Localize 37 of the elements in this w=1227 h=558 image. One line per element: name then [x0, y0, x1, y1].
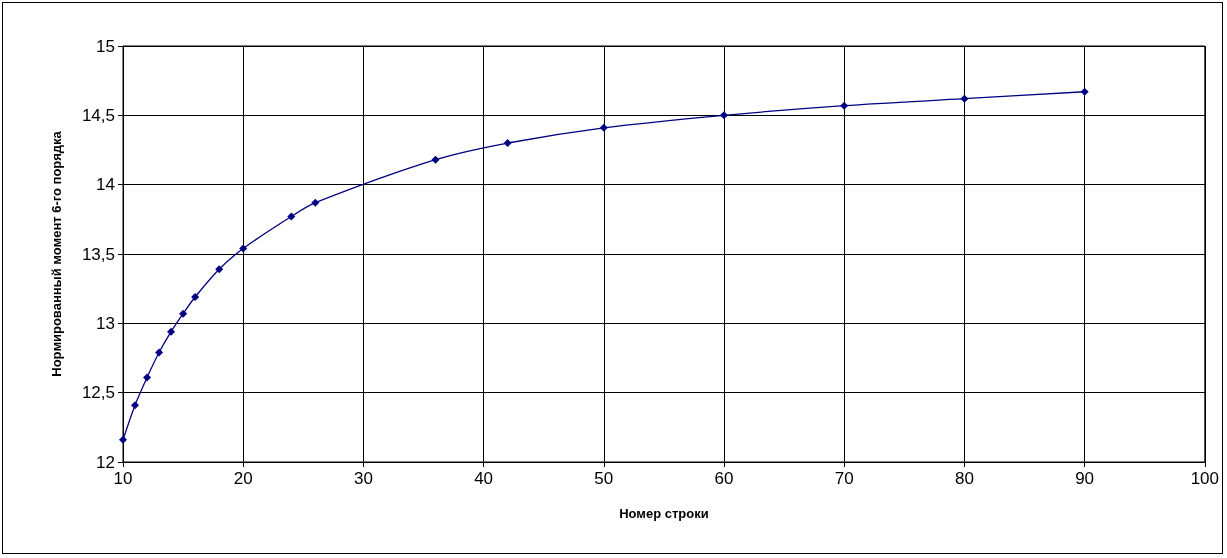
point: [215, 265, 224, 274]
point: [167, 327, 176, 336]
point: [431, 155, 440, 164]
point: [155, 348, 164, 357]
point: [287, 212, 296, 221]
y-tick-label: 14: [96, 175, 115, 195]
y-tick-label: 12,5: [81, 383, 115, 403]
y-tick-label: 12: [96, 452, 115, 472]
x-tick-label: 90: [1075, 469, 1095, 488]
point: [599, 123, 608, 132]
x-tick-label: 100: [1190, 469, 1220, 488]
point: [720, 111, 729, 120]
point: [503, 139, 512, 148]
x-tick-label: 60: [714, 469, 734, 488]
point: [119, 435, 127, 444]
point: [143, 373, 152, 382]
y-tick-label: 13,5: [81, 244, 115, 264]
x-axis-title: Номер строки: [619, 506, 709, 521]
y-tick-label: 15: [96, 36, 115, 56]
x-tick-label: 50: [594, 469, 614, 488]
point: [1080, 87, 1089, 96]
x-tick-label: 20: [233, 469, 253, 488]
point: [131, 401, 140, 410]
y-tick-label: 14,5: [81, 105, 115, 125]
x-tick-label: 40: [474, 469, 494, 488]
point: [239, 244, 248, 253]
x-tick-label: 70: [834, 469, 854, 488]
point: [191, 292, 200, 301]
y-tick-label: 13: [96, 313, 115, 333]
point: [311, 198, 320, 207]
y-axis-title: Нормированный момент 6-го порядка: [49, 130, 64, 377]
x-tick-label: 30: [353, 469, 373, 488]
point: [960, 94, 969, 103]
x-tick-label: 10: [113, 469, 133, 488]
point: [179, 309, 188, 318]
point: [840, 101, 849, 110]
x-tick-label: 80: [954, 469, 974, 488]
